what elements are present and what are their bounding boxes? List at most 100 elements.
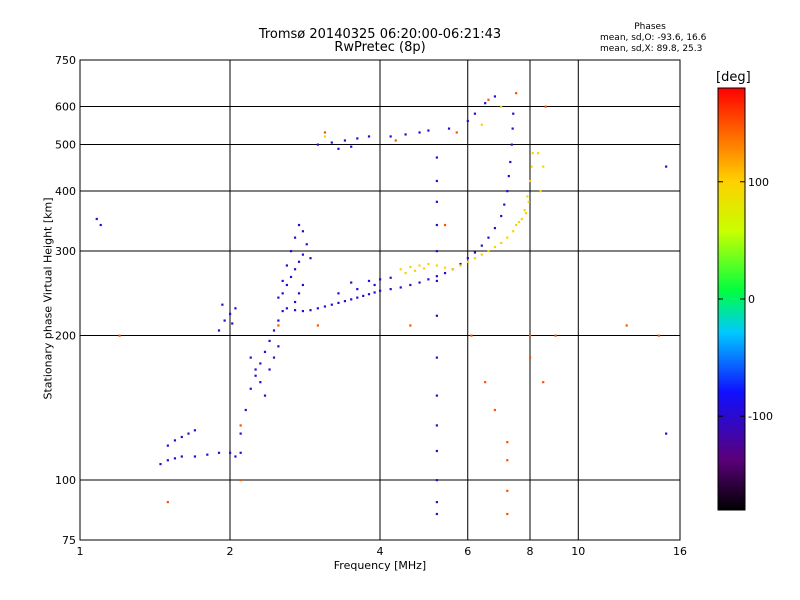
data-point: [263, 394, 267, 397]
data-point: [249, 387, 252, 390]
data-point: [443, 271, 447, 275]
data-point: [500, 241, 503, 245]
data-point: [506, 190, 509, 193]
x-axis-label: Frequency [MHz]: [333, 559, 427, 572]
data-point: [473, 251, 477, 254]
x-tick-label: 6: [464, 545, 471, 558]
y-tick-label: 400: [55, 185, 76, 198]
data-point: [435, 250, 438, 253]
data-point: [234, 455, 237, 458]
data-point: [244, 408, 247, 412]
data-point: [301, 309, 305, 313]
data-point: [297, 292, 301, 295]
phases-x-stats: mean, sd,X: 89.8, 25.3: [600, 44, 703, 54]
data-point: [389, 276, 392, 279]
data-point: [542, 165, 545, 168]
y-tick-label: 600: [55, 101, 76, 114]
data-point: [409, 265, 412, 269]
data-point: [367, 279, 371, 283]
data-point: [506, 489, 509, 492]
data-point: [435, 424, 438, 427]
data-point: [229, 312, 232, 315]
data-point: [435, 512, 438, 516]
data-point: [435, 275, 438, 278]
data-point: [527, 200, 530, 203]
data-point: [435, 314, 438, 317]
data-point: [239, 451, 242, 454]
data-point: [268, 339, 271, 343]
data-point: [435, 264, 438, 267]
data-point: [443, 223, 447, 227]
data-point: [254, 368, 257, 371]
data-point: [544, 105, 547, 108]
data-point: [517, 220, 521, 224]
colorbar-tick-label: 0: [748, 293, 755, 306]
data-point: [418, 131, 421, 134]
data-point: [435, 394, 438, 397]
data-point: [367, 293, 371, 296]
data-point: [309, 257, 312, 260]
data-point: [379, 289, 382, 292]
data-point: [509, 160, 512, 164]
data-point: [285, 307, 288, 310]
data-point: [466, 260, 469, 263]
data-point: [435, 500, 438, 504]
data-point: [316, 307, 319, 310]
data-point: [493, 245, 497, 249]
data-point: [301, 253, 305, 256]
data-point: [473, 257, 477, 260]
data-point: [404, 133, 407, 136]
data-point: [301, 283, 305, 287]
data-point: [281, 279, 284, 283]
data-point: [435, 449, 438, 453]
data-point: [272, 356, 276, 359]
colorbar-tick-label: 100: [748, 176, 769, 189]
colorbar-ticks: 100 0 -100: [718, 176, 773, 423]
data-point: [272, 329, 276, 332]
data-point: [510, 143, 513, 146]
data-point: [451, 268, 455, 271]
data-point: [231, 322, 234, 325]
data-point: [356, 137, 359, 140]
data-point: [470, 334, 473, 337]
data-point: [443, 266, 447, 269]
data-point: [506, 512, 509, 516]
data-point: [330, 141, 333, 144]
data-point: [234, 307, 237, 310]
data-point: [305, 243, 308, 246]
data-point: [259, 381, 262, 384]
data-point: [515, 92, 518, 95]
data-point: [435, 279, 438, 283]
colorbar-unit-label: [deg]: [716, 70, 751, 85]
data-point: [239, 479, 242, 482]
data-point: [301, 230, 305, 233]
data-point: [480, 123, 483, 126]
data-point: [447, 127, 451, 130]
data-point: [180, 455, 183, 458]
x-tick-label: 16: [673, 545, 687, 558]
data-point: [285, 283, 288, 287]
x-tick-label: 8: [527, 545, 534, 558]
data-point: [173, 457, 177, 460]
data-point: [399, 286, 402, 289]
data-point: [554, 334, 557, 337]
data-point: [399, 268, 402, 271]
data-point: [389, 288, 392, 291]
data-point: [435, 223, 438, 227]
data-point: [367, 135, 371, 138]
x-tick-label: 10: [571, 545, 585, 558]
data-point: [281, 309, 284, 313]
data-point: [409, 283, 412, 287]
data-point: [323, 131, 327, 134]
data-point: [507, 174, 510, 178]
data-point: [350, 298, 353, 301]
y-tick-label: 75: [62, 534, 76, 547]
data-point: [487, 236, 490, 239]
data-point: [512, 112, 515, 115]
data-point: [330, 303, 333, 306]
data-point: [289, 250, 293, 253]
data-point: [159, 462, 162, 466]
data-point: [389, 135, 392, 138]
data-point: [293, 236, 297, 239]
